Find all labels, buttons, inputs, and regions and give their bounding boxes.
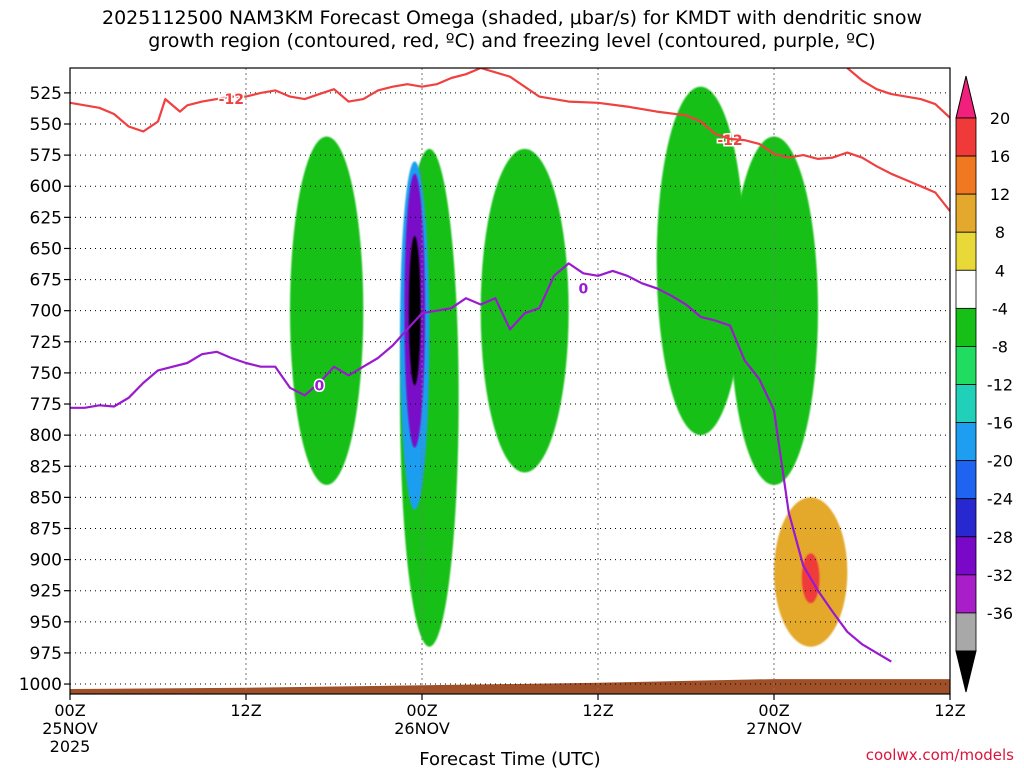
contour-label-0-0: 0 — [314, 378, 324, 394]
contour-line-3 — [846, 68, 950, 119]
colorbar-swatch-6 — [955, 346, 977, 385]
colorbar-top-triangle — [955, 75, 977, 119]
y-tick-label-725: 725 — [30, 333, 62, 353]
contour-line-1 — [70, 68, 482, 133]
omega-region-2 — [480, 148, 569, 473]
x-tick-label-60: 12Z — [934, 701, 965, 720]
colorbar-label-9: -20 — [987, 452, 1013, 471]
y-tick-label-700: 700 — [30, 302, 62, 322]
colorbar-swatch-12 — [955, 574, 977, 614]
terrain-fill — [70, 679, 950, 694]
y-tick-label-900: 900 — [30, 551, 62, 571]
colorbar-bottom-triangle — [955, 650, 977, 693]
x-tick-label-36: 12Z — [582, 701, 613, 720]
colorbar-swatch-7 — [955, 384, 977, 423]
y-tick-label-525: 525 — [30, 84, 62, 104]
colorbar-swatch-1 — [955, 155, 977, 195]
plot-frame — [69, 67, 951, 695]
colorbar-swatch-5 — [955, 307, 977, 347]
terrain-layer — [70, 679, 950, 694]
colorbar-label-5: -4 — [992, 299, 1008, 318]
colorbar-label-2: 12 — [990, 185, 1010, 204]
omega-region-0 — [290, 136, 364, 485]
chart-subtitle: growth region (contoured, red, ºC) and f… — [148, 30, 876, 52]
y-tick-label-975: 975 — [30, 644, 62, 664]
colorbar-label-12: -32 — [987, 566, 1013, 585]
colorbar-label-8: -16 — [987, 414, 1013, 433]
colorbar-label-10: -24 — [987, 490, 1013, 509]
colorbar-label-0: 20 — [990, 109, 1010, 128]
x-tick-label-12: 12Z — [230, 701, 261, 720]
colorbar-swatch-8 — [955, 422, 977, 462]
y-tick-label-950: 950 — [30, 613, 62, 633]
y-tick-label-675: 675 — [30, 271, 62, 291]
x-tick-label-0: 00Z — [54, 701, 85, 720]
x-tick-label-24: 00Z — [406, 701, 437, 720]
colorbar-swatch-13 — [955, 612, 977, 652]
y-tick-label-650: 650 — [30, 239, 62, 259]
colorbar-swatch-11 — [955, 536, 977, 576]
colorbar-label-11: -28 — [987, 528, 1013, 547]
colorbar-label-6: -8 — [992, 337, 1008, 356]
colorbar-swatch-0 — [955, 117, 977, 157]
credit-text: coolwx.com/models — [866, 746, 1014, 764]
colorbar-label-1: 16 — [990, 147, 1010, 166]
x-axis-title: Forecast Time (UTC) — [419, 749, 600, 768]
y-tick-label-775: 775 — [30, 395, 62, 415]
colorbar-label-3: 8 — [995, 223, 1005, 242]
y-tick-label-600: 600 — [30, 177, 62, 197]
omega-region-3 — [656, 86, 745, 436]
y-tick-label-575: 575 — [30, 146, 62, 166]
y-tick-label-875: 875 — [30, 519, 62, 539]
y-tick-label-1000: 1000 — [19, 675, 62, 695]
colorbar-label-7: -12 — [987, 376, 1013, 395]
y-tick-label-625: 625 — [30, 208, 62, 228]
contour-line-2 — [480, 68, 950, 212]
colorbar-swatch-4 — [955, 269, 977, 309]
y-tick-label-750: 750 — [30, 364, 62, 384]
contour-label-0-1: 0 — [578, 281, 588, 297]
y-tick-label-850: 850 — [30, 488, 62, 508]
y-tick-label-825: 825 — [30, 457, 62, 477]
grid-layer — [70, 68, 950, 694]
colorbar-swatch-3 — [955, 231, 977, 271]
colorbar-swatch-2 — [955, 193, 977, 233]
colorbar-swatch-9 — [955, 460, 977, 500]
x-tick-date-48: 27NOV — [746, 719, 802, 738]
colorbar: 20 16 12 8 4 -4 -8 -12 -16 -20 -24 -28 -32 -36 — [955, 75, 1013, 693]
shading-layer — [290, 86, 848, 647]
y-tick-label-800: 800 — [30, 426, 62, 446]
colorbar-label-4: 4 — [995, 261, 1005, 280]
x-tick-date-24: 26NOV — [394, 719, 450, 738]
contour-line-0 — [70, 262, 892, 663]
colorbar-label-13: -36 — [987, 604, 1013, 623]
colorbar-swatch-10 — [955, 498, 977, 538]
y-tick-label-550: 550 — [30, 115, 62, 135]
axis-layer: 525 550 575 600 625 650 675 700 725 750 775 800 825 8… — [19, 84, 966, 756]
contour-layer: 00-12-12 — [70, 68, 950, 663]
omega-region-4 — [730, 136, 818, 485]
y-tick-label-925: 925 — [30, 582, 62, 602]
contour-label-1-0: -12 — [219, 92, 244, 108]
x-tick-year-0: 2025 — [50, 737, 91, 756]
x-tick-label-48: 00Z — [758, 701, 789, 720]
chart-title: 2025112500 NAM3KM Forecast Omega (shaded… — [102, 7, 922, 29]
x-tick-date-0: 25NOV — [42, 719, 98, 738]
omega-region-7 — [408, 236, 421, 386]
